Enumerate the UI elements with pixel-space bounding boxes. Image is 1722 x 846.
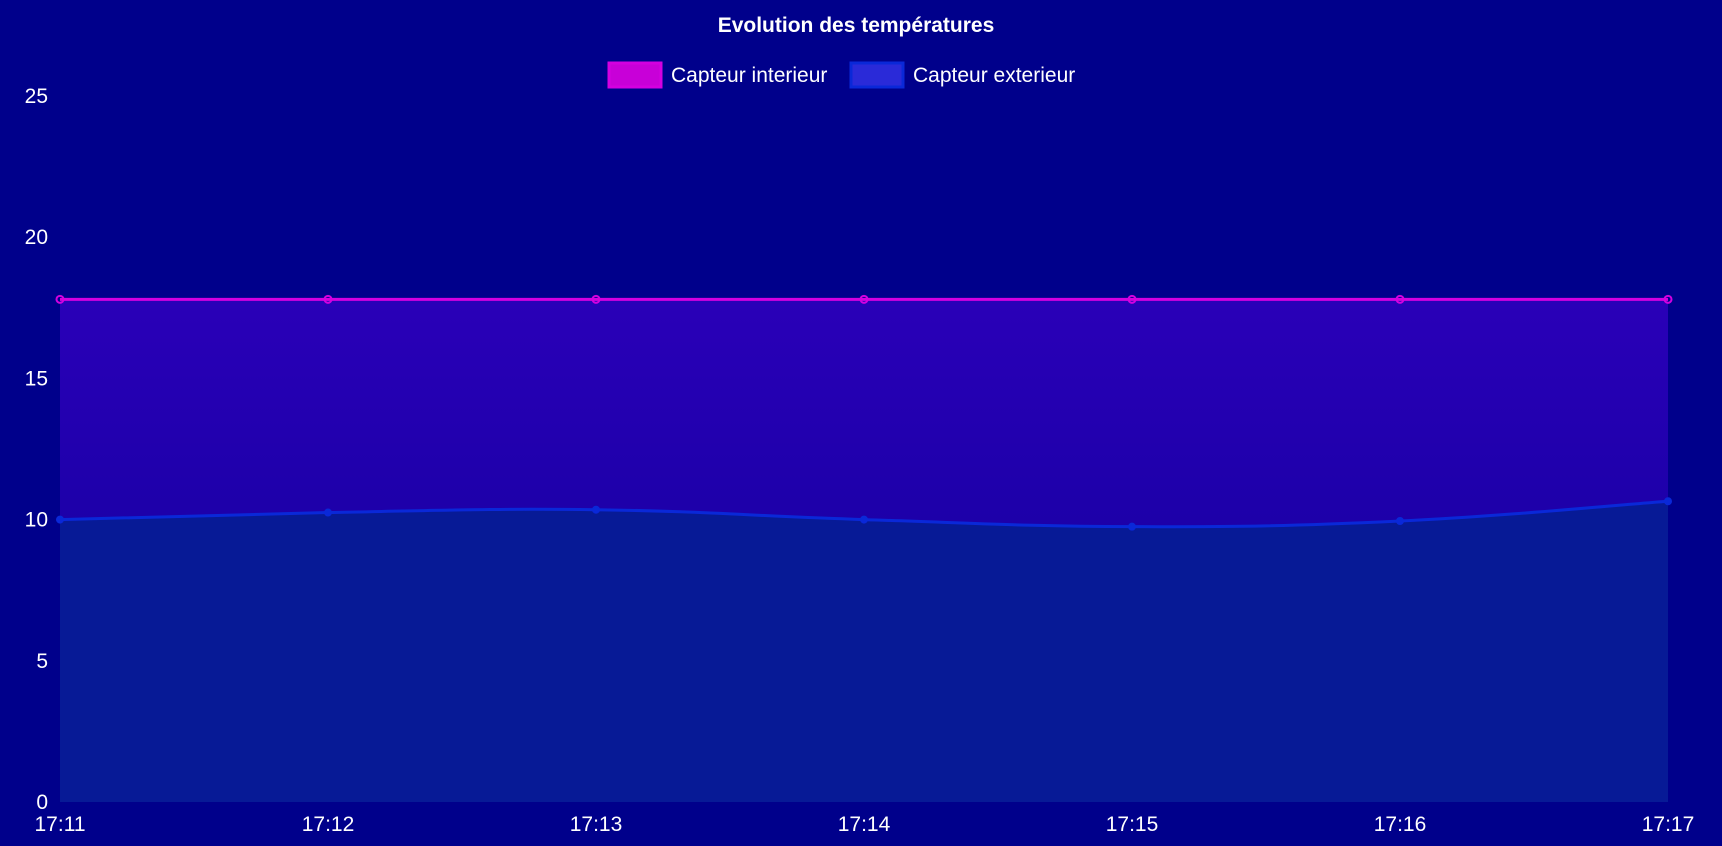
y-tick-label-15: 15	[25, 367, 48, 390]
x-axis: 17:11 17:12 17:13 17:14 17:15 17:16 17:17	[35, 813, 1695, 836]
x-tick-label-5: 17:16	[1374, 813, 1427, 836]
point-capteur-exterieur-5	[1396, 517, 1404, 526]
y-tick-label-0: 0	[36, 791, 48, 814]
x-tick-label-6: 17:17	[1642, 813, 1695, 836]
point-capteur-interieur-6	[1663, 294, 1673, 304]
y-axis: 0 5 10 15 20 25	[25, 85, 48, 814]
x-tick-label-2: 17:13	[570, 813, 623, 836]
point-capteur-exterieur-6	[1664, 497, 1672, 506]
point-capteur-interieur-3	[859, 294, 869, 304]
point-capteur-interieur-0	[55, 294, 65, 304]
point-capteur-interieur-5	[1395, 294, 1405, 304]
point-capteur-exterieur-4	[1128, 522, 1136, 531]
point-capteur-exterieur-3	[860, 515, 868, 524]
legend-capteur-exterieur-label: Capteur exterieur	[913, 64, 1075, 87]
x-tick-label-1: 17:12	[302, 813, 355, 836]
point-capteur-interieur-2	[591, 294, 601, 304]
area-capteur-exterieur	[60, 501, 1668, 802]
series-areas	[60, 299, 1668, 802]
x-tick-label-3: 17:14	[838, 813, 891, 836]
legend-capteur-exterieur-swatch	[849, 61, 905, 89]
legend-capteur-interieur-swatch	[607, 61, 663, 89]
legend-capteur-interieur-label: Capteur interieur	[671, 64, 827, 87]
y-tick-label-25: 25	[25, 85, 48, 108]
x-tick-label-4: 17:15	[1106, 813, 1159, 836]
chart-legend: Capteur interieur Capteur exterieur	[607, 61, 1075, 89]
chart-title: Evolution des températures	[718, 14, 995, 37]
point-capteur-exterieur-2	[592, 505, 600, 514]
y-tick-label-10: 10	[25, 509, 48, 532]
point-capteur-interieur-4	[1127, 294, 1137, 304]
point-capteur-interieur-1	[323, 294, 333, 304]
y-tick-label-5: 5	[36, 650, 48, 673]
series-points	[55, 294, 1673, 531]
point-capteur-exterieur-1	[324, 508, 332, 517]
x-tick-label-0: 17:11	[35, 813, 86, 836]
point-capteur-exterieur-0	[56, 515, 64, 524]
y-tick-label-20: 20	[25, 226, 48, 249]
